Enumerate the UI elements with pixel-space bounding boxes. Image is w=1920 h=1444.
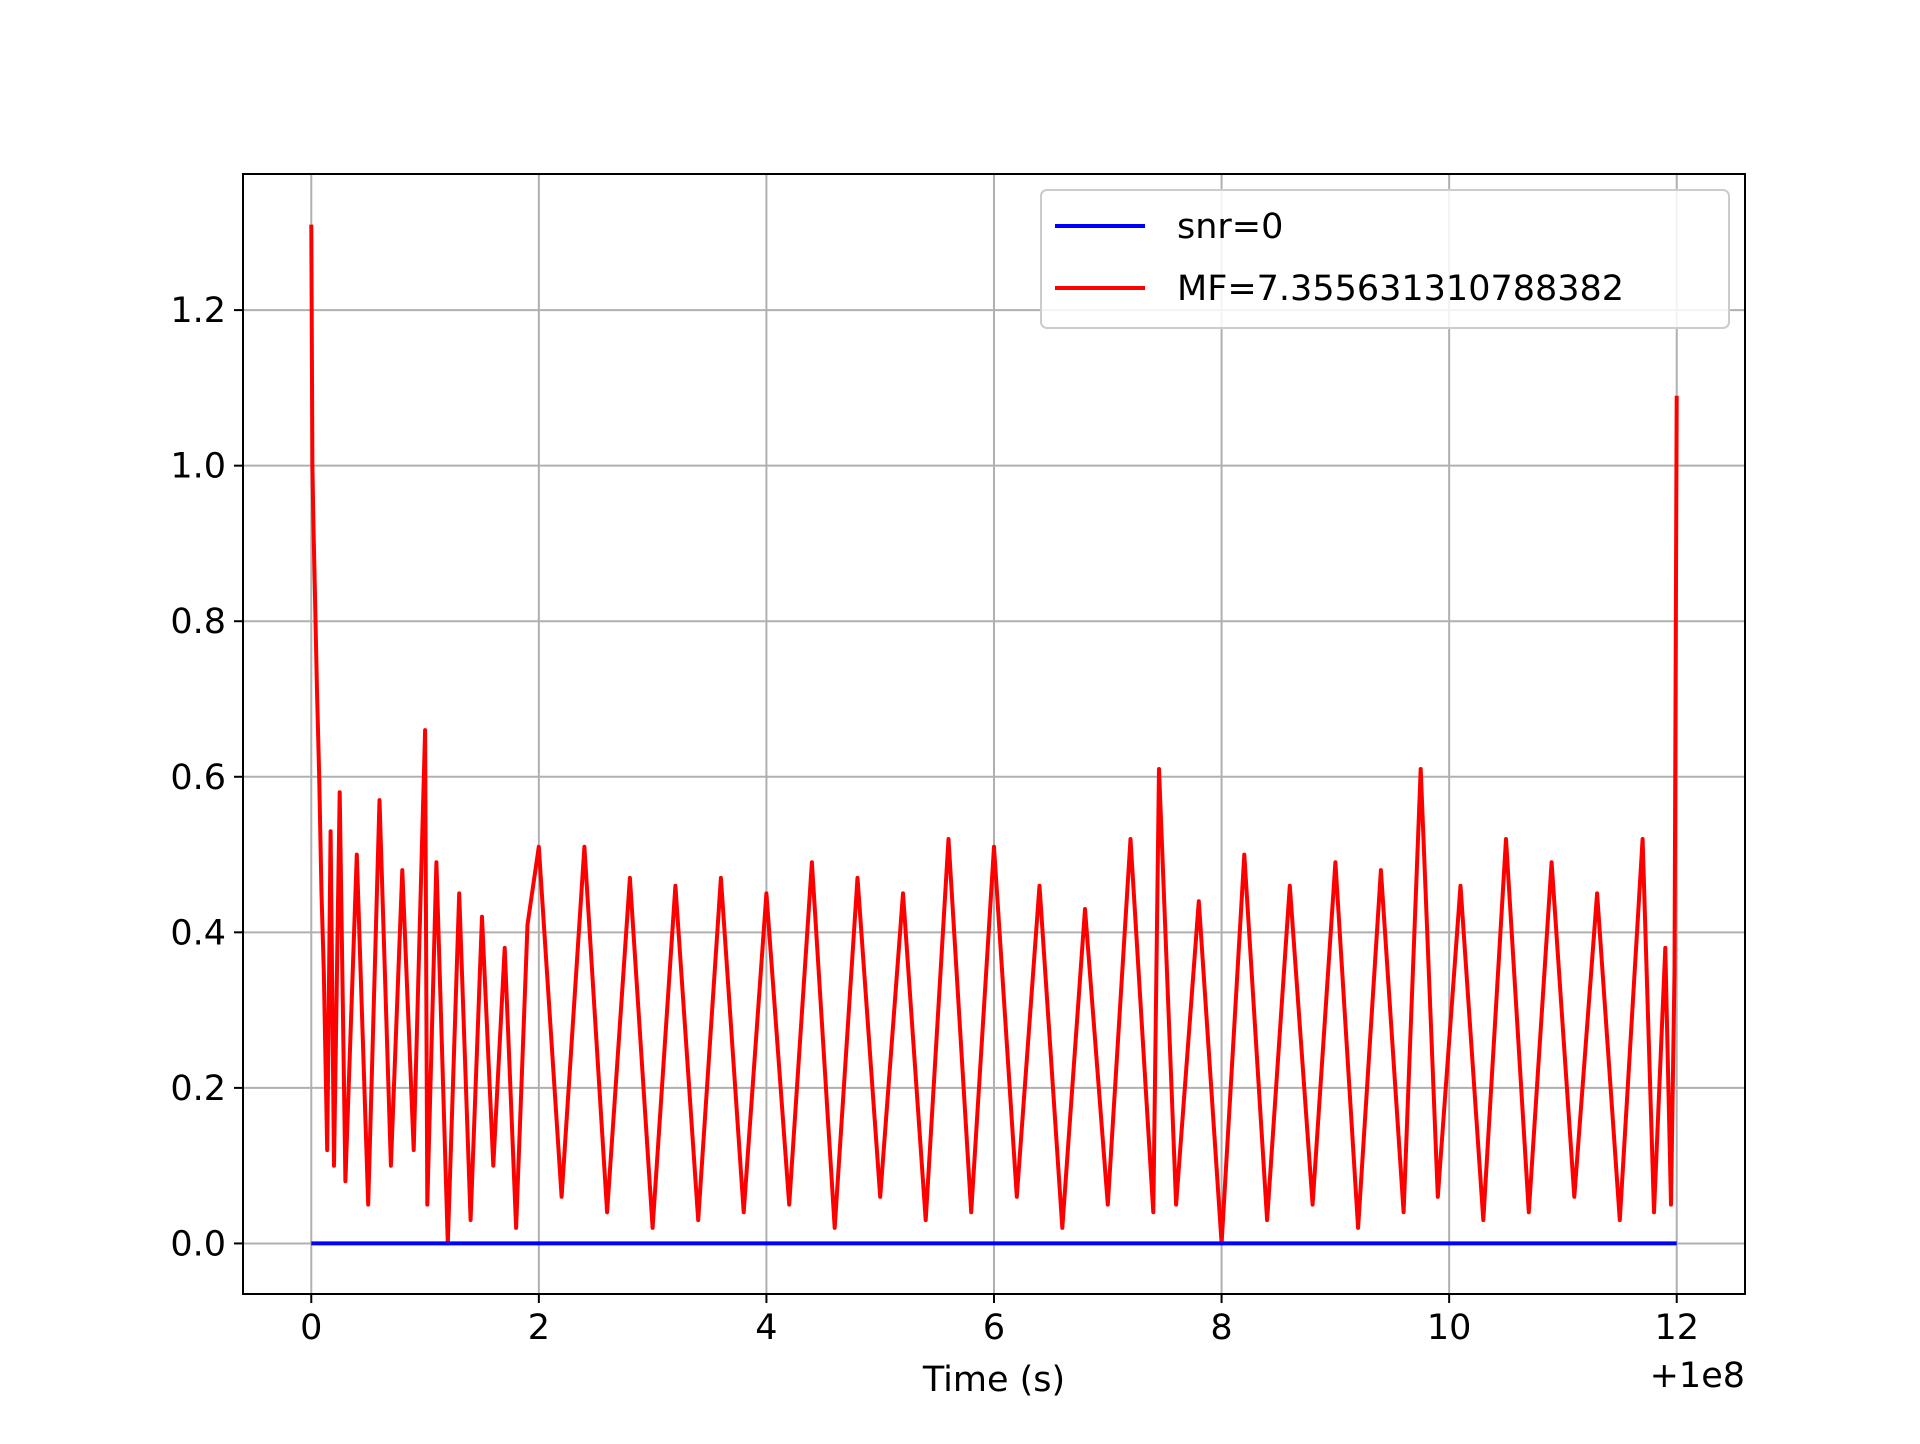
y-tick-label: 0.6 xyxy=(170,758,226,798)
series-layer xyxy=(309,224,1679,1246)
legend-label: MF=7.355631310788382 xyxy=(1177,269,1624,309)
legend-box xyxy=(1040,189,1730,329)
y-tick-label: 1.2 xyxy=(170,291,226,331)
legend: snr=0 MF=7.355631310788382 xyxy=(1040,189,1730,329)
x-tick-label: 8 xyxy=(1210,1308,1232,1348)
y-tick-label: 1.0 xyxy=(170,447,226,487)
x-tick-label: 0 xyxy=(300,1308,322,1348)
x-tick-label: 6 xyxy=(983,1308,1005,1348)
x-axis-label: Time (s) xyxy=(922,1360,1065,1400)
y-tick-label: 0.2 xyxy=(170,1069,226,1109)
x-tick-label: 4 xyxy=(755,1308,777,1348)
x-tick-label: 10 xyxy=(1427,1308,1472,1348)
legend-label: snr=0 xyxy=(1177,207,1283,247)
x-tick-label: 12 xyxy=(1654,1308,1699,1348)
y-tick-label: 0.4 xyxy=(170,913,226,953)
series-line-1 xyxy=(309,224,1679,1246)
y-tick-label: 0.0 xyxy=(170,1224,226,1264)
x-axis-offset-label: +1e8 xyxy=(1650,1356,1745,1396)
ticks: 0 2 4 6 8 10 12 0.0 0.2 0.4 0.6 0.8 1.0 1.2 xyxy=(170,291,1699,1348)
x-tick-label: 2 xyxy=(528,1308,550,1348)
y-tick-label: 0.8 xyxy=(170,602,226,642)
